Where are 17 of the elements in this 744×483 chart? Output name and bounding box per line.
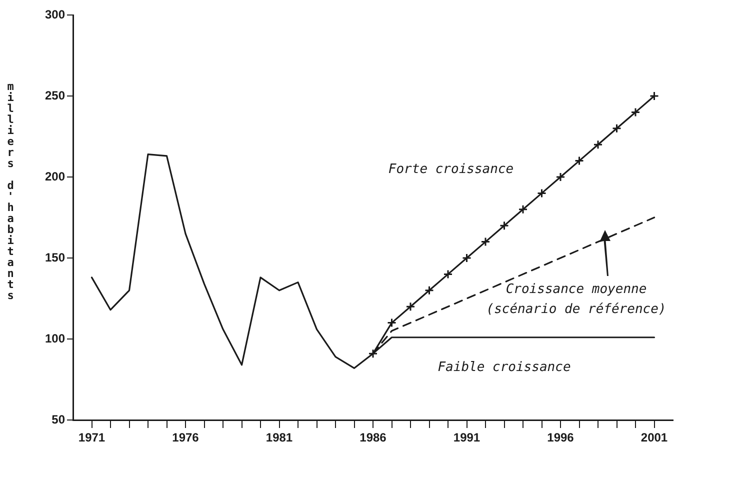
x-tick-label: 1981 [266,430,293,445]
series-label: Croissance moyenne (scénario de référence) [486,282,666,317]
y-tick-label: 100 [44,331,66,346]
y-tick-label: 150 [44,250,66,264]
y-tick-label: 200 [44,169,66,184]
x-tick-label: 1991 [453,430,480,445]
x-tick-label: 1976 [172,430,200,445]
x-tick-label: 1996 [547,430,574,445]
text: Forte croissance [388,162,514,177]
y-tick-label: 50 [52,412,66,426]
x-tick-label: 1986 [360,430,387,445]
y-axis-title: milliers d'habitants [4,80,17,300]
x-tick-label: 2001 [640,430,668,445]
y-tick-label: 300 [44,7,66,22]
series-label: Faible croissance [438,360,571,375]
x-tick-label: 1971 [78,430,106,445]
y-tick-label: 250 [44,88,66,102]
